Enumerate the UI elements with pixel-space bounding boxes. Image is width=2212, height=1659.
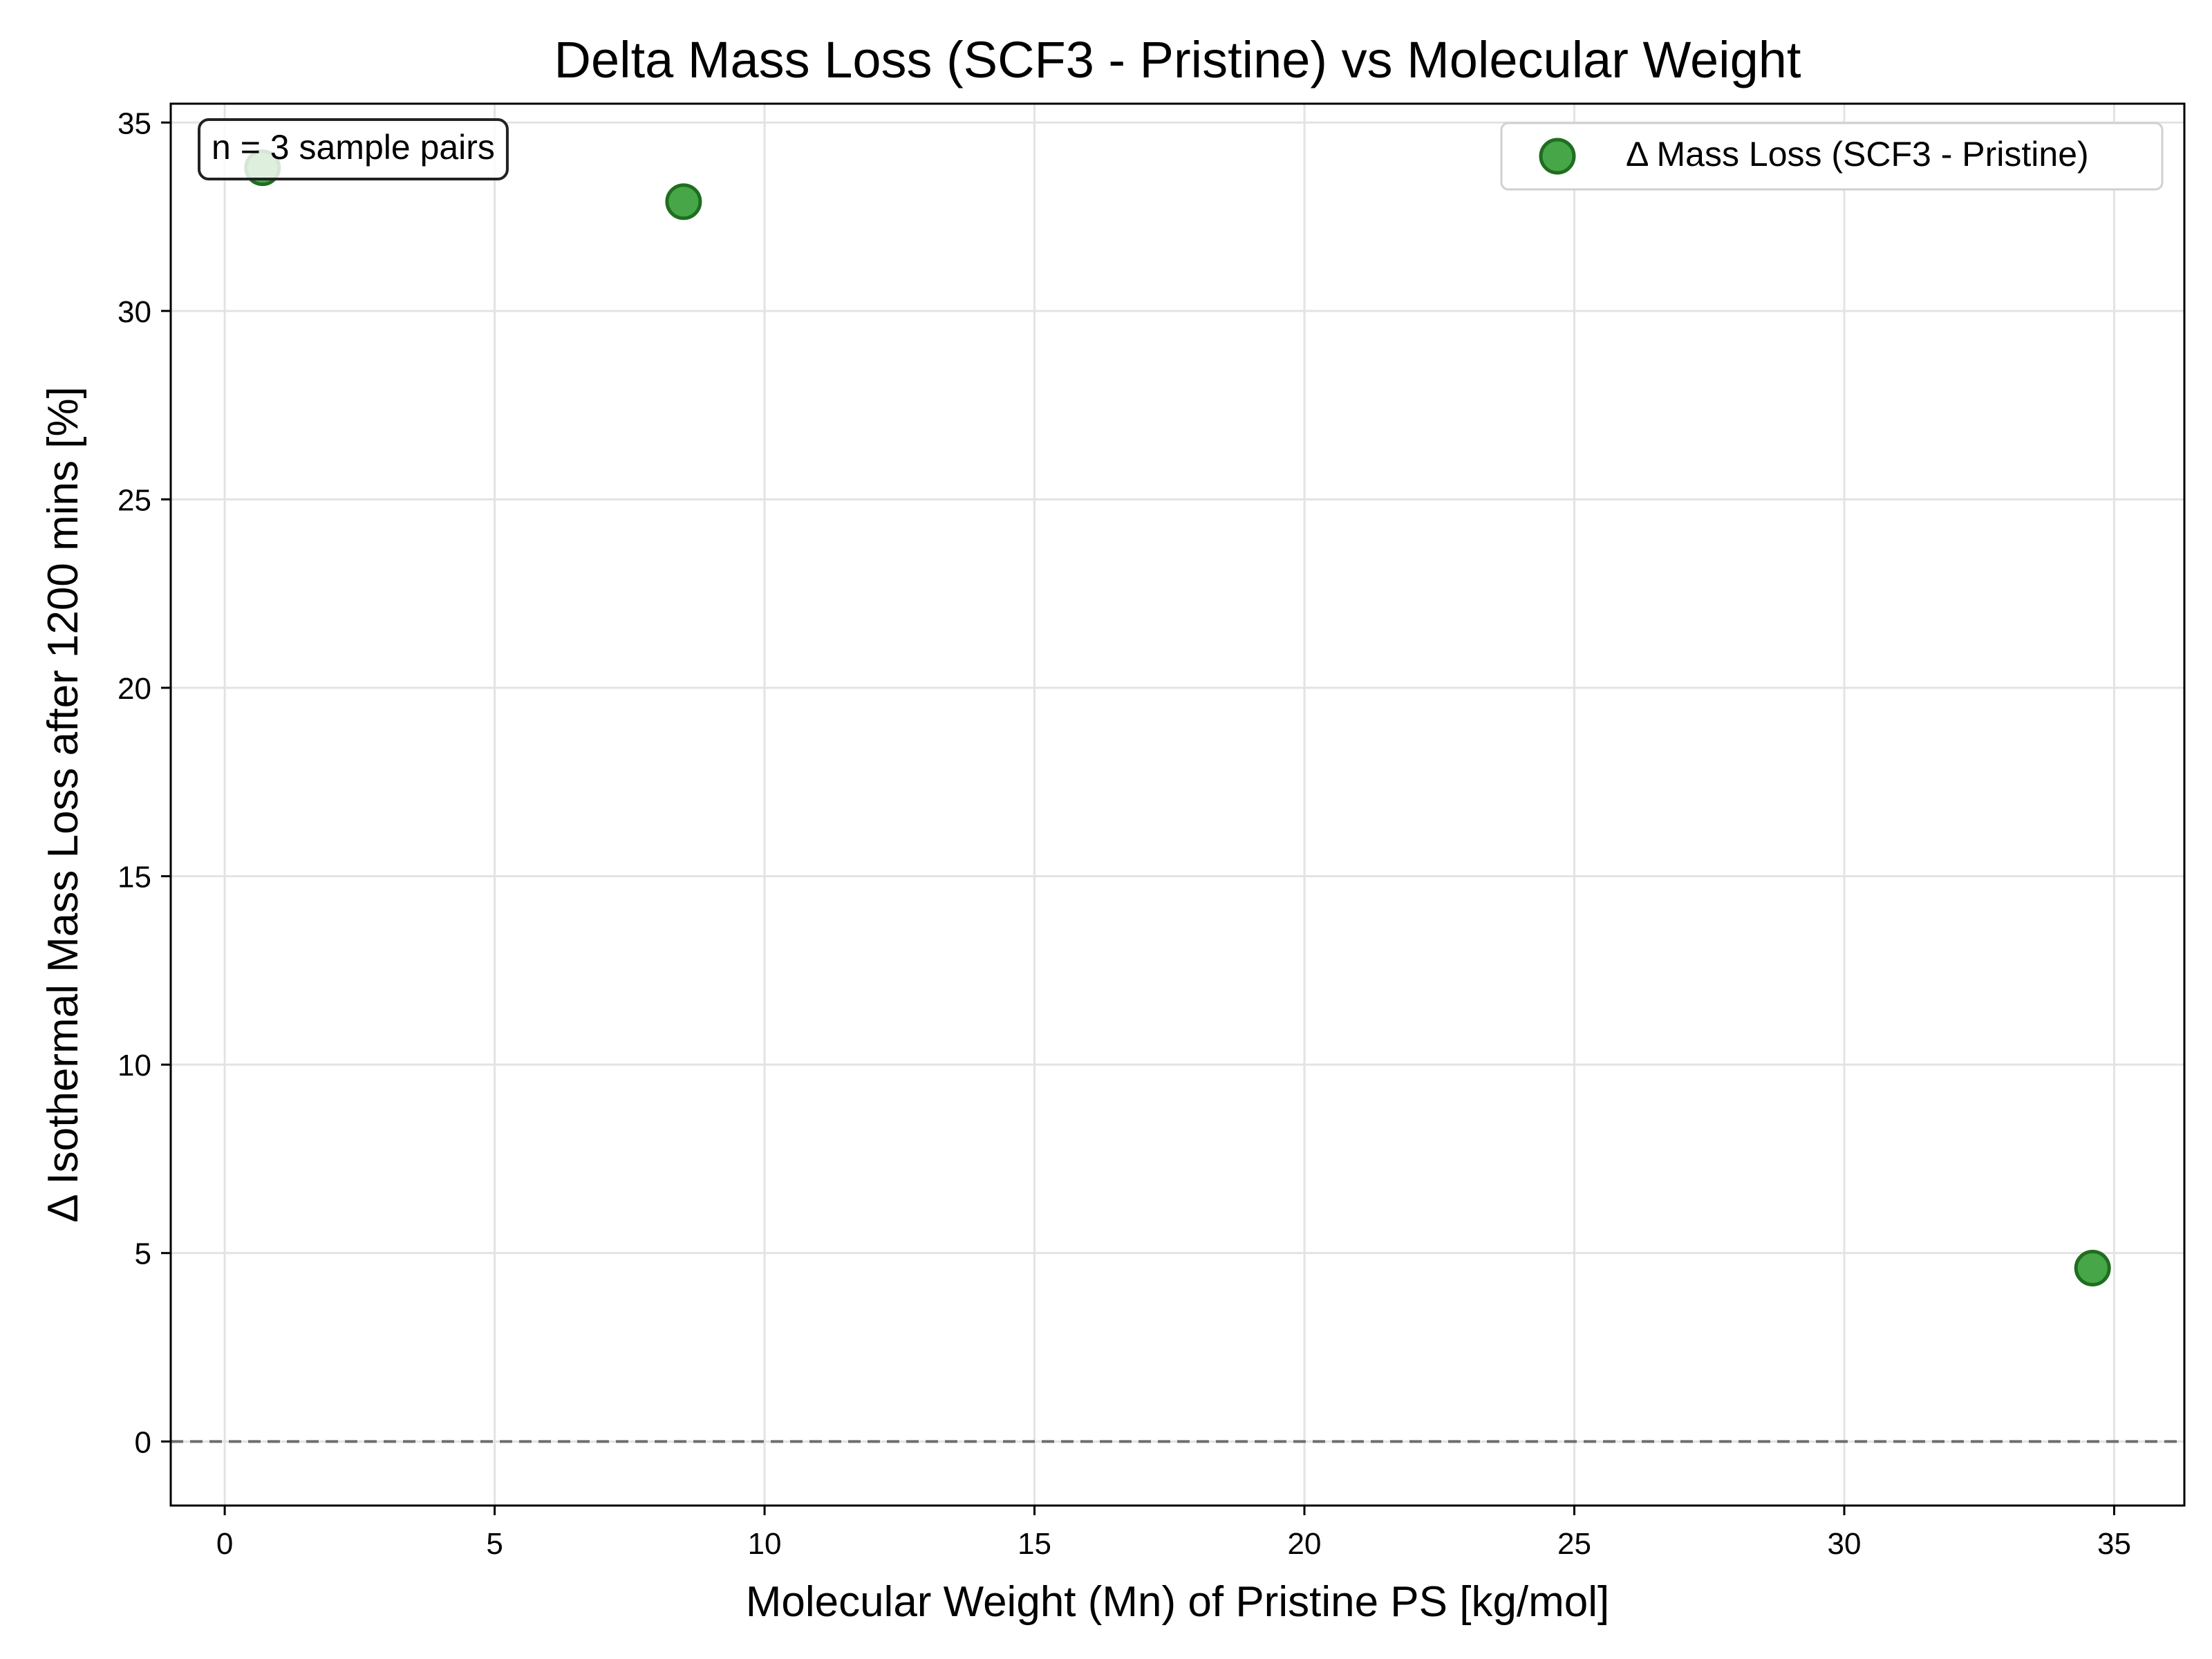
legend-label: Δ Mass Loss (SCF3 - Pristine) <box>1626 135 2089 174</box>
y-tick-label: 15 <box>118 861 151 894</box>
data-point <box>2074 1250 2111 1287</box>
x-tick-label: 10 <box>748 1527 782 1561</box>
x-tick-label: 25 <box>1557 1527 1591 1561</box>
grid <box>171 104 2184 1506</box>
plot-frame <box>169 102 2186 1507</box>
sample-count-annotation: n = 3 sample pairs <box>198 118 509 180</box>
legend: Δ Mass Loss (SCF3 - Pristine) <box>1500 122 2164 191</box>
chart-title: Delta Mass Loss (SCF3 - Pristine) vs Mol… <box>554 31 1801 88</box>
annotation-text: n = 3 sample pairs <box>212 128 495 167</box>
x-tick-label: 30 <box>1828 1527 1862 1561</box>
data-points <box>244 149 2111 1287</box>
legend-marker <box>1539 138 1576 175</box>
data-point <box>665 183 702 221</box>
x-axis-ticks: 0 5 10 15 20 25 30 35 <box>216 1506 2131 1561</box>
y-tick-label: 0 <box>135 1425 151 1459</box>
y-tick-label: 5 <box>135 1237 151 1271</box>
x-tick-label: 35 <box>2097 1527 2131 1561</box>
x-tick-label: 20 <box>1288 1527 1322 1561</box>
legend-box <box>1500 122 2164 191</box>
x-tick-label: 15 <box>1018 1527 1051 1561</box>
x-axis-label: Molecular Weight (Mn) of Pristine PS [kg… <box>746 1578 1610 1626</box>
y-tick-label: 25 <box>118 483 151 517</box>
x-tick-label: 5 <box>486 1527 503 1561</box>
y-axis-label: Δ Isothermal Mass Loss after 1200 mins [… <box>39 386 87 1223</box>
y-tick-label: 10 <box>118 1049 151 1082</box>
y-tick-label: 20 <box>118 672 151 706</box>
y-tick-label: 30 <box>118 295 151 329</box>
y-axis-ticks: 0 5 10 15 20 25 30 35 <box>118 106 171 1459</box>
x-tick-label: 0 <box>216 1527 233 1561</box>
annotation-box <box>198 118 509 180</box>
y-tick-label: 35 <box>118 106 151 140</box>
